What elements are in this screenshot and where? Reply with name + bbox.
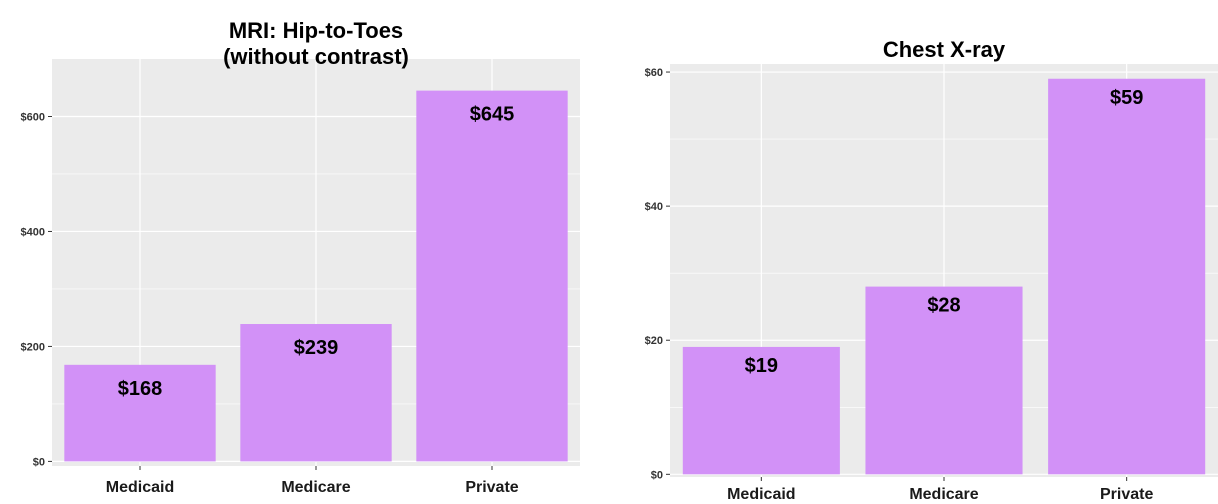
y-tick-label: $400	[21, 226, 45, 238]
chart-title: MRI: Hip-to-Toes	[229, 18, 403, 43]
x-tick-label: Private	[465, 479, 518, 496]
data-label: $645	[470, 104, 515, 126]
data-label: $19	[745, 355, 778, 377]
x-tick-label: Medicaid	[106, 479, 174, 496]
bar-private	[416, 90, 568, 462]
x-tick-label: Medicaid	[727, 486, 795, 503]
chart-2: $19 $28 $59 $0 $20 $40 $60 Medicaid Medicare Priv…	[645, 37, 1218, 503]
chart-1: $168 $239 $645 $0 $200 $400 $600 Medicaid Medica…	[21, 18, 580, 496]
y-tick-label: $200	[21, 341, 45, 353]
y-tick-label: $0	[33, 456, 45, 468]
y-tick-label: $40	[645, 201, 663, 213]
y-tick-label: $600	[21, 111, 45, 123]
chart-title: (without contrast)	[223, 44, 409, 69]
y-tick-label: $0	[651, 469, 663, 481]
chart-title: Chest X-ray	[883, 37, 1006, 62]
bar-medicaid	[682, 346, 840, 475]
bar-private	[1048, 78, 1206, 475]
bar-medicare	[865, 286, 1023, 475]
x-tick-label: Medicare	[281, 479, 350, 496]
y-tick-label: $20	[645, 335, 663, 347]
data-label: $28	[927, 295, 960, 317]
x-tick-label: Private	[1100, 486, 1153, 503]
data-label: $59	[1110, 87, 1143, 109]
data-label: $168	[118, 378, 163, 400]
x-tick-label: Medicare	[909, 486, 978, 503]
bar-medicaid	[64, 364, 216, 462]
bar-medicare	[240, 324, 392, 462]
y-tick-label: $60	[645, 67, 663, 79]
data-label: $239	[294, 337, 339, 359]
